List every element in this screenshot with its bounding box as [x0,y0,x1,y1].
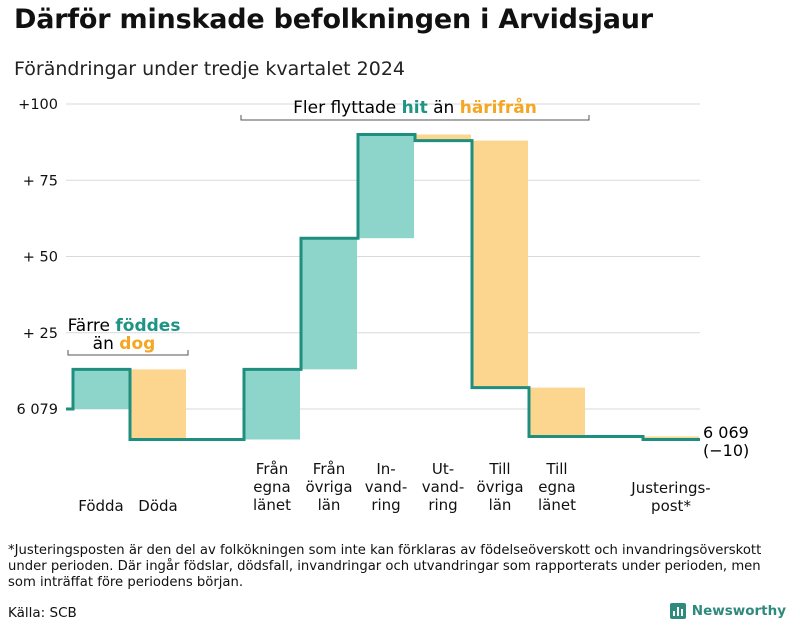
y-tick-label: +100 [18,97,58,113]
x-tick-label: ring [428,496,457,514]
annotation-than-died-text-b: dog [119,334,155,354]
brand-logo: Newsworthy [669,603,786,619]
y-tick-label: 6 079 [16,402,58,418]
bar [643,436,699,440]
annotation-more-moved-here: Fler flyttade hit än härifrån [240,96,590,121]
end-change-label: (−10) [703,441,749,460]
x-tick-label: Från [313,460,345,478]
newsworthy-icon [669,603,686,619]
annotation-top-text-1: Fler flyttade [293,98,402,118]
x-tick-label: länet [538,496,576,514]
x-tick-label: Födda [78,497,124,515]
x-tick-label: Justerings- [630,479,710,497]
svg-text:Färre föddes: Färre föddes [68,316,181,336]
x-axis-labels: Födda DödaFrånegnalänetFrånövrigalänIn-va… [78,460,710,515]
chart-title: Därför minskade befolkningen i Arvidsjau… [14,4,653,35]
annotation-top-text-4: härifrån [460,96,537,118]
annotation-fewer-born-text-b: föddes [115,316,180,336]
x-tick-label: egna [253,478,290,496]
y-axis-labels: +100 + 75 + 50 + 25 6 079 [16,97,58,418]
bar [529,387,585,437]
annotation-fewer-born-text-a: Färre [68,316,116,336]
footnote: *Justeringsposten är den del av folkökni… [8,543,762,590]
svg-text:Fler flyttade hit än härifrån: Fler flyttade hit än härifrån [293,96,537,118]
annotation-than-died-text-a: än [93,334,120,354]
bar [358,134,414,239]
y-tick-label: + 25 [23,326,58,342]
bar [244,369,300,440]
end-value-label: 6 069 [703,423,749,442]
annotation-fewer-born: Färre föddes än dog [67,316,189,356]
bar [472,140,528,388]
annotation-top-text-2: hit [402,98,428,118]
x-tick-label: vand- [422,478,465,496]
annotation-bracket-top [240,115,590,121]
x-tick-label: vand- [365,478,408,496]
x-tick-label: län [318,496,341,514]
chart-subtitle: Förändringar under tredje kvartalet 2024 [14,58,406,80]
bar [301,238,357,370]
annotation-bracket-left [67,350,189,356]
running-total-line [66,133,700,441]
x-tick-label: Från [256,460,288,478]
bar [415,134,471,141]
x-tick-label: ring [371,496,400,514]
x-tick-label: län [489,496,512,514]
x-tick-label: länet [253,496,291,514]
bars [73,134,699,440]
x-tick-label: Döda [138,497,177,515]
x-tick-label: Till [545,460,567,478]
x-tick-label: In- [376,460,395,478]
brand-name: Newsworthy [691,603,786,619]
y-tick-label: + 75 [23,173,58,189]
bar [73,369,129,409]
waterfall-chart: +100+ 75+ 50+ 256 079 Födda DödaFrånegnal… [16,96,749,515]
y-tick-label: + 50 [23,250,58,266]
x-tick-label: post* [651,497,691,515]
x-tick-label: övriga [305,478,352,496]
svg-text:än dog: än dog [93,334,156,354]
x-tick-label: Ut- [432,460,454,478]
x-tick-label: Till [488,460,510,478]
annotation-top-text-3: än [428,98,460,118]
bar [130,369,186,440]
source-label: Källa: SCB [8,605,77,621]
x-tick-label: egna [538,478,575,496]
x-tick-label: övriga [476,478,523,496]
